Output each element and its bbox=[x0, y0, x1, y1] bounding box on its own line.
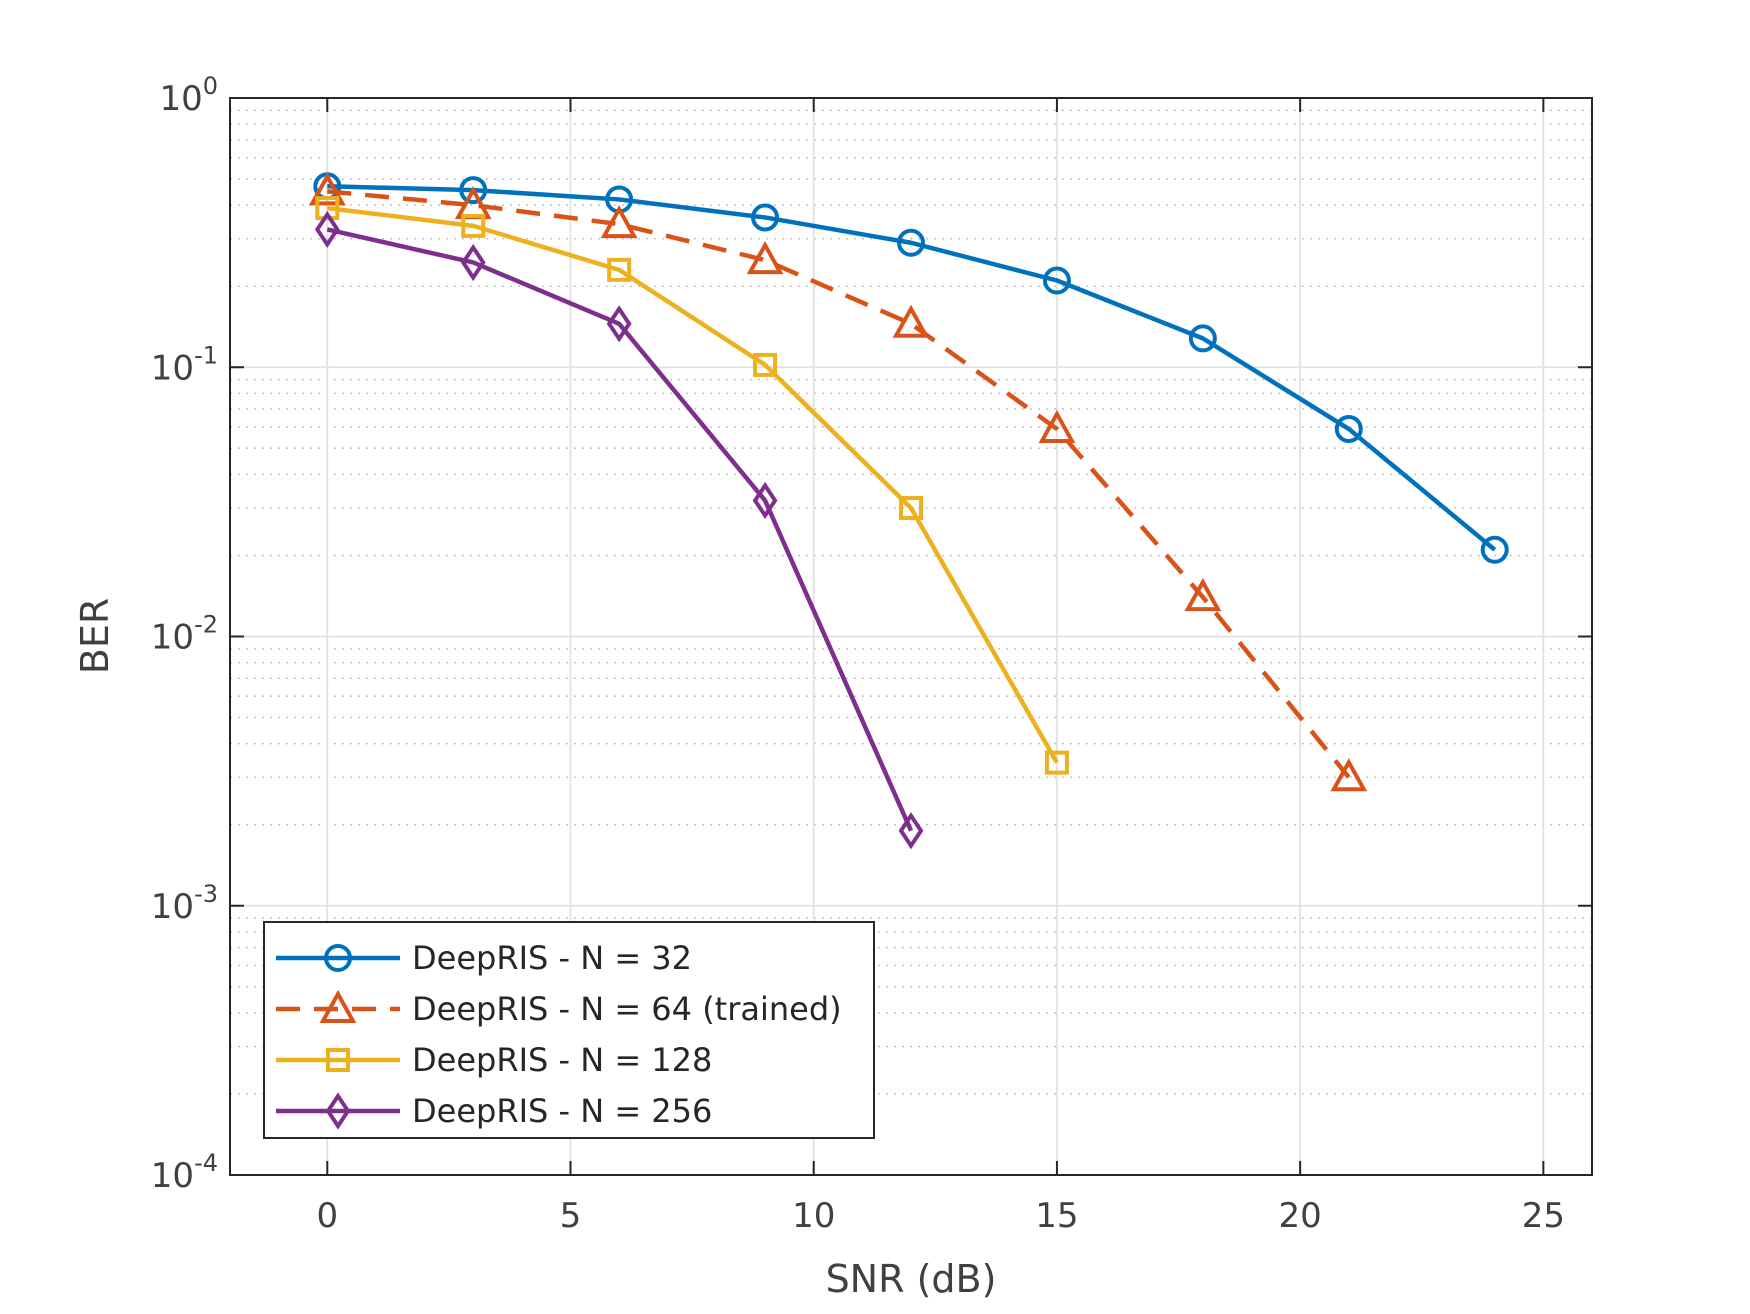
data-point bbox=[1480, 535, 1509, 564]
data-point bbox=[751, 203, 780, 232]
legend-entry: DeepRIS - N = 64 (trained) bbox=[276, 989, 842, 1028]
x-tick-label: 0 bbox=[316, 1196, 338, 1236]
legend-marker bbox=[324, 944, 352, 972]
x-tick-label: 25 bbox=[1522, 1196, 1565, 1236]
y-tick-exponent: -1 bbox=[194, 341, 218, 369]
legend-entry: DeepRIS - N = 256 bbox=[276, 1092, 712, 1130]
data-point bbox=[607, 257, 632, 282]
y-tick-base: 10 bbox=[151, 887, 194, 927]
series-4 bbox=[314, 210, 924, 850]
data-point bbox=[1038, 409, 1076, 443]
data-point bbox=[315, 196, 340, 221]
data-point bbox=[600, 205, 638, 239]
x-tick-label: 20 bbox=[1279, 1196, 1322, 1236]
series-line bbox=[327, 205, 1059, 764]
data-point bbox=[606, 305, 632, 343]
y-tick-label: 10-2 bbox=[151, 611, 218, 658]
data-point bbox=[899, 496, 923, 521]
y-tick-label: 10-3 bbox=[151, 880, 218, 927]
legend-label: DeepRIS - N = 64 (trained) bbox=[412, 990, 842, 1028]
legend-entry: DeepRIS - N = 128 bbox=[276, 1041, 712, 1079]
y-tick-exponent: -2 bbox=[194, 611, 218, 639]
data-point bbox=[1330, 758, 1368, 792]
y-tick-base: 10 bbox=[151, 1156, 194, 1196]
x-tick-label: 15 bbox=[1035, 1196, 1078, 1236]
y-tick-label: 10-1 bbox=[151, 341, 218, 388]
data-point bbox=[753, 352, 778, 377]
data-point bbox=[892, 304, 930, 338]
data-point bbox=[460, 243, 486, 282]
data-point bbox=[1044, 750, 1069, 775]
data-point bbox=[746, 240, 784, 275]
y-axis-title: BER bbox=[73, 598, 117, 674]
data-point bbox=[308, 172, 346, 206]
y-tick-exponent: -3 bbox=[194, 880, 218, 908]
series-line bbox=[327, 184, 1497, 552]
legend-marker bbox=[319, 989, 357, 1023]
data-point bbox=[1188, 324, 1217, 353]
legend-marker bbox=[325, 1092, 351, 1130]
x-axis-title: SNR (dB) bbox=[826, 1257, 997, 1301]
data-point bbox=[898, 812, 924, 850]
series-2 bbox=[308, 172, 1368, 792]
series-layer bbox=[308, 172, 1509, 850]
y-tick-exponent: -4 bbox=[194, 1149, 218, 1177]
data-point bbox=[1042, 266, 1071, 295]
x-tick-label: 5 bbox=[560, 1196, 582, 1236]
series-3 bbox=[315, 196, 1069, 775]
series-line bbox=[327, 189, 1351, 779]
data-point bbox=[1184, 578, 1222, 612]
y-tick-base: 10 bbox=[151, 618, 194, 658]
legend-entry: DeepRIS - N = 32 bbox=[276, 939, 692, 977]
y-tick-label: 100 bbox=[159, 72, 218, 119]
legend: DeepRIS - N = 32 DeepRIS - N = 64 (traine… bbox=[263, 921, 875, 1139]
legend-marker bbox=[326, 1048, 350, 1072]
y-tick-base: 10 bbox=[159, 79, 202, 119]
data-point bbox=[459, 176, 488, 205]
legend-label: DeepRIS - N = 256 bbox=[412, 1092, 712, 1130]
data-point bbox=[314, 210, 340, 249]
data-point bbox=[461, 213, 486, 238]
series-line bbox=[326, 227, 914, 832]
y-tick-base: 10 bbox=[151, 348, 194, 388]
x-tick-label: 10 bbox=[792, 1196, 835, 1236]
y-tick-label: 10-4 bbox=[151, 1149, 218, 1196]
data-point bbox=[752, 481, 778, 520]
data-point bbox=[1334, 414, 1363, 443]
legend-label: DeepRIS - N = 32 bbox=[412, 939, 692, 977]
data-point bbox=[897, 228, 925, 257]
legend-label: DeepRIS - N = 128 bbox=[412, 1041, 712, 1079]
y-tick-exponent: 0 bbox=[203, 72, 218, 100]
